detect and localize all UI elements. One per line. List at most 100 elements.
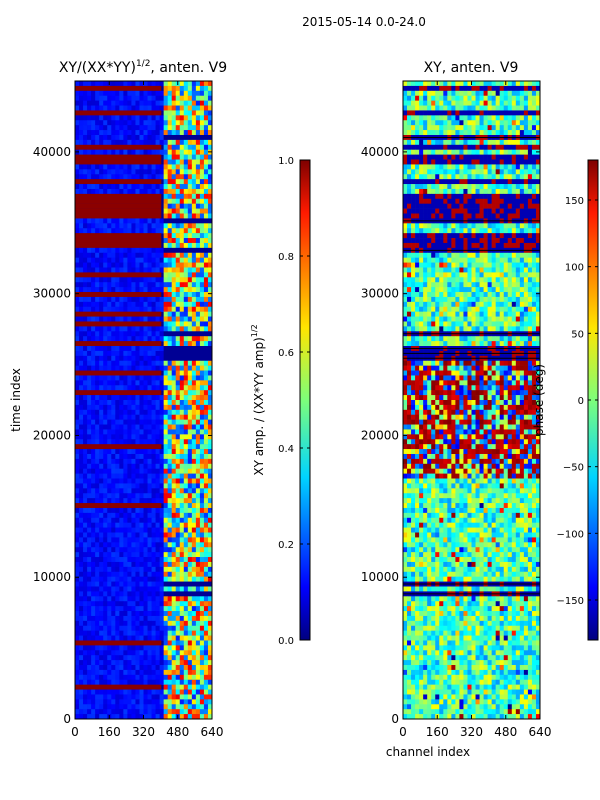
heatmap-cell (75, 669, 80, 676)
heatmap-cell (127, 586, 132, 592)
heatmap-cell (163, 267, 168, 273)
heatmap-cell (127, 493, 132, 499)
heatmap-cell (123, 517, 128, 523)
heatmap-cell (199, 542, 205, 548)
heatmap-cell (151, 468, 156, 474)
heatmap-cell (159, 699, 164, 705)
heatmap-cell (159, 306, 164, 312)
heatmap-cell (75, 660, 80, 666)
heatmap-cell (199, 503, 205, 509)
heatmap-cell (135, 316, 140, 322)
heatmap-cell (91, 346, 96, 352)
heatmap-cell (131, 125, 136, 131)
heatmap-cell (135, 360, 140, 366)
heatmap-cell (511, 203, 517, 209)
heatmap-cell (151, 184, 156, 190)
heatmap-cell (515, 130, 521, 136)
heatmap-cell (75, 360, 80, 366)
heatmap-cell (87, 483, 92, 489)
heatmap-cell (195, 110, 201, 116)
heatmap-cell (99, 581, 104, 587)
heatmap-cell (487, 85, 492, 92)
heatmap-cell (163, 346, 168, 352)
heatmap-cell (203, 125, 209, 131)
heatmap-cell (139, 262, 144, 268)
heatmap-cell (151, 645, 156, 651)
heatmap-cell (155, 331, 160, 337)
heatmap-cell (167, 463, 173, 470)
heatmap-cell (119, 400, 124, 406)
heatmap-cell (127, 174, 132, 180)
heatmap-cell (471, 164, 476, 170)
heatmap-cell (507, 110, 513, 116)
heatmap-cell (115, 252, 120, 258)
heatmap-cell (159, 409, 164, 416)
heatmap-cell (87, 532, 92, 538)
heatmap-cell (163, 552, 168, 558)
heatmap-cell (95, 434, 100, 440)
heatmap-cell (475, 188, 480, 195)
heatmap-cell (515, 198, 521, 204)
heatmap-cell (87, 326, 92, 332)
heatmap-cell (191, 331, 197, 337)
heatmap-cell (495, 139, 501, 146)
heatmap-cell (95, 488, 100, 494)
heatmap-cell (143, 591, 148, 597)
heatmap-cell (99, 247, 104, 254)
heatmap-cell (491, 213, 496, 219)
heatmap-cell (87, 468, 92, 474)
heatmap-cell (139, 355, 144, 362)
heatmap-cell (95, 346, 100, 352)
heatmap-cell (179, 552, 185, 558)
heatmap-cell (115, 223, 120, 229)
heatmap-cell (107, 326, 112, 332)
heatmap-cell (199, 228, 205, 234)
heatmap-cell (147, 223, 152, 229)
heatmap-cell (171, 586, 177, 592)
heatmap-cell (203, 257, 209, 263)
heatmap-cell (95, 95, 100, 101)
heatmap-cell (451, 90, 456, 97)
heatmap-cell (207, 552, 212, 558)
heatmap-cell (203, 149, 209, 155)
heatmap-cell (119, 134, 124, 141)
heatmap-cell (131, 542, 136, 548)
heatmap-cell (515, 208, 521, 214)
heatmap-cell (135, 552, 140, 558)
heatmap-cell (507, 95, 513, 101)
heatmap-cell (79, 547, 84, 553)
heatmap-cell (79, 552, 84, 558)
heatmap-cell (195, 704, 201, 710)
heatmap-cell (511, 85, 517, 92)
heatmap-cell (171, 336, 177, 342)
heatmap-cell (531, 188, 537, 195)
heatmap-cell (79, 517, 84, 523)
heatmap-cell (167, 591, 173, 597)
heatmap-cell (175, 336, 181, 342)
heatmap-cell (171, 321, 177, 327)
heatmap-cell (75, 483, 80, 489)
heatmap-cell (479, 120, 484, 126)
heatmap-cell (123, 105, 128, 111)
heatmap-cell (191, 434, 197, 440)
heatmap-cell (111, 674, 116, 681)
heatmap-cell (115, 360, 120, 366)
heatmap-cell (95, 424, 100, 430)
heatmap-cell (91, 620, 96, 627)
heatmap-cell (171, 164, 177, 170)
heatmap-cell (411, 174, 416, 180)
heatmap-cell (183, 444, 189, 450)
heatmap-cell (159, 561, 164, 568)
heatmap-cell (103, 252, 108, 258)
heatmap-cell (83, 404, 88, 411)
heatmap-cell (191, 689, 197, 695)
heatmap-cell (199, 272, 205, 278)
heatmap-cell (79, 532, 84, 538)
heatmap-cell (159, 522, 164, 528)
heatmap-cell (187, 85, 193, 92)
heatmap-cell (179, 527, 185, 533)
heatmap-cell (207, 620, 212, 627)
heatmap-cell (199, 360, 205, 366)
heatmap-cell (487, 203, 492, 209)
heatmap-cell (419, 198, 424, 204)
